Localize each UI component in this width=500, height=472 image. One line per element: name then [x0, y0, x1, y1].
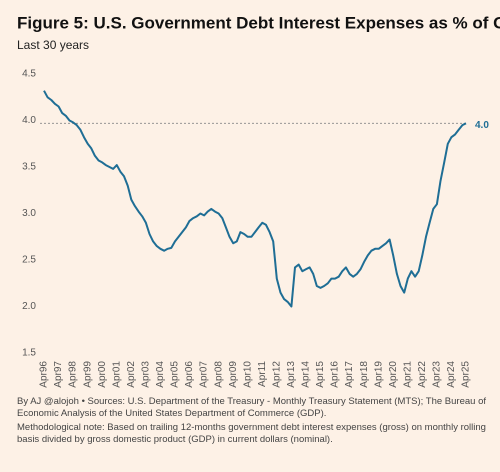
x-tick-label: Apr13: [286, 361, 297, 388]
x-tick-label: Apr23: [432, 361, 443, 388]
x-tick-label: Apr12: [271, 361, 282, 388]
source: By AJ @alojoh • Sources: U.S. Department…: [17, 396, 486, 419]
x-tick-label: Apr10: [242, 361, 253, 388]
x-tick-label: Apr16: [330, 361, 341, 388]
x-tick-label: Apr24: [446, 361, 457, 388]
x-tick-label: Apr17: [344, 361, 355, 388]
x-tick-label: Apr08: [213, 361, 224, 388]
x-tick-label: Apr15: [315, 361, 326, 388]
x-tick-label: Apr25: [461, 361, 472, 388]
value-label: 4.0: [475, 120, 489, 131]
x-tick-label: Apr00: [97, 361, 108, 388]
y-tick-label: 3.5: [22, 162, 36, 173]
x-tick-label: Apr09: [228, 361, 239, 388]
x-tick-label: Apr02: [126, 361, 137, 388]
y-tick-label: 1.5: [22, 348, 36, 359]
x-tick-label: Apr05: [170, 361, 181, 388]
x-tick-label: Apr97: [53, 361, 64, 388]
y-tick-label: 2.5: [22, 255, 36, 266]
line: [43, 90, 467, 308]
x-tick-label: Apr11: [257, 361, 268, 387]
x-tick-label: Apr06: [184, 361, 195, 388]
x-tick-label: Apr14: [301, 361, 312, 388]
x-tick-label: Apr96: [39, 361, 50, 388]
x-tick-label: Apr98: [68, 361, 79, 388]
x-tick-label: Apr01: [111, 361, 122, 388]
x-tick-label: Apr03: [141, 361, 152, 388]
x-tick-label: Apr18: [359, 361, 370, 388]
note: Methodological note: Based on trailing 1…: [17, 422, 486, 445]
y-tick-label: 2.0: [22, 301, 36, 312]
x-tick-label: Apr22: [417, 361, 428, 388]
y-tick-label: 4.0: [22, 115, 36, 126]
x-tick-label: Apr99: [82, 361, 93, 388]
x-tick-label: Apr20: [388, 361, 399, 388]
x-tick-label: Apr04: [155, 361, 166, 388]
y-tick-label: 4.5: [22, 69, 36, 80]
x-tick-label: Apr19: [373, 361, 384, 388]
chart-subtitle: Last 30 years: [17, 38, 89, 52]
chart-title: Figure 5: U.S. Government Debt Interest …: [17, 13, 500, 32]
x-tick-label: Apr21: [402, 361, 413, 388]
y-tick-label: 3.0: [22, 208, 36, 219]
x-tick-label: Apr07: [199, 361, 210, 388]
chart: Figure 5: U.S. Government Debt Interest …: [17, 13, 500, 388]
